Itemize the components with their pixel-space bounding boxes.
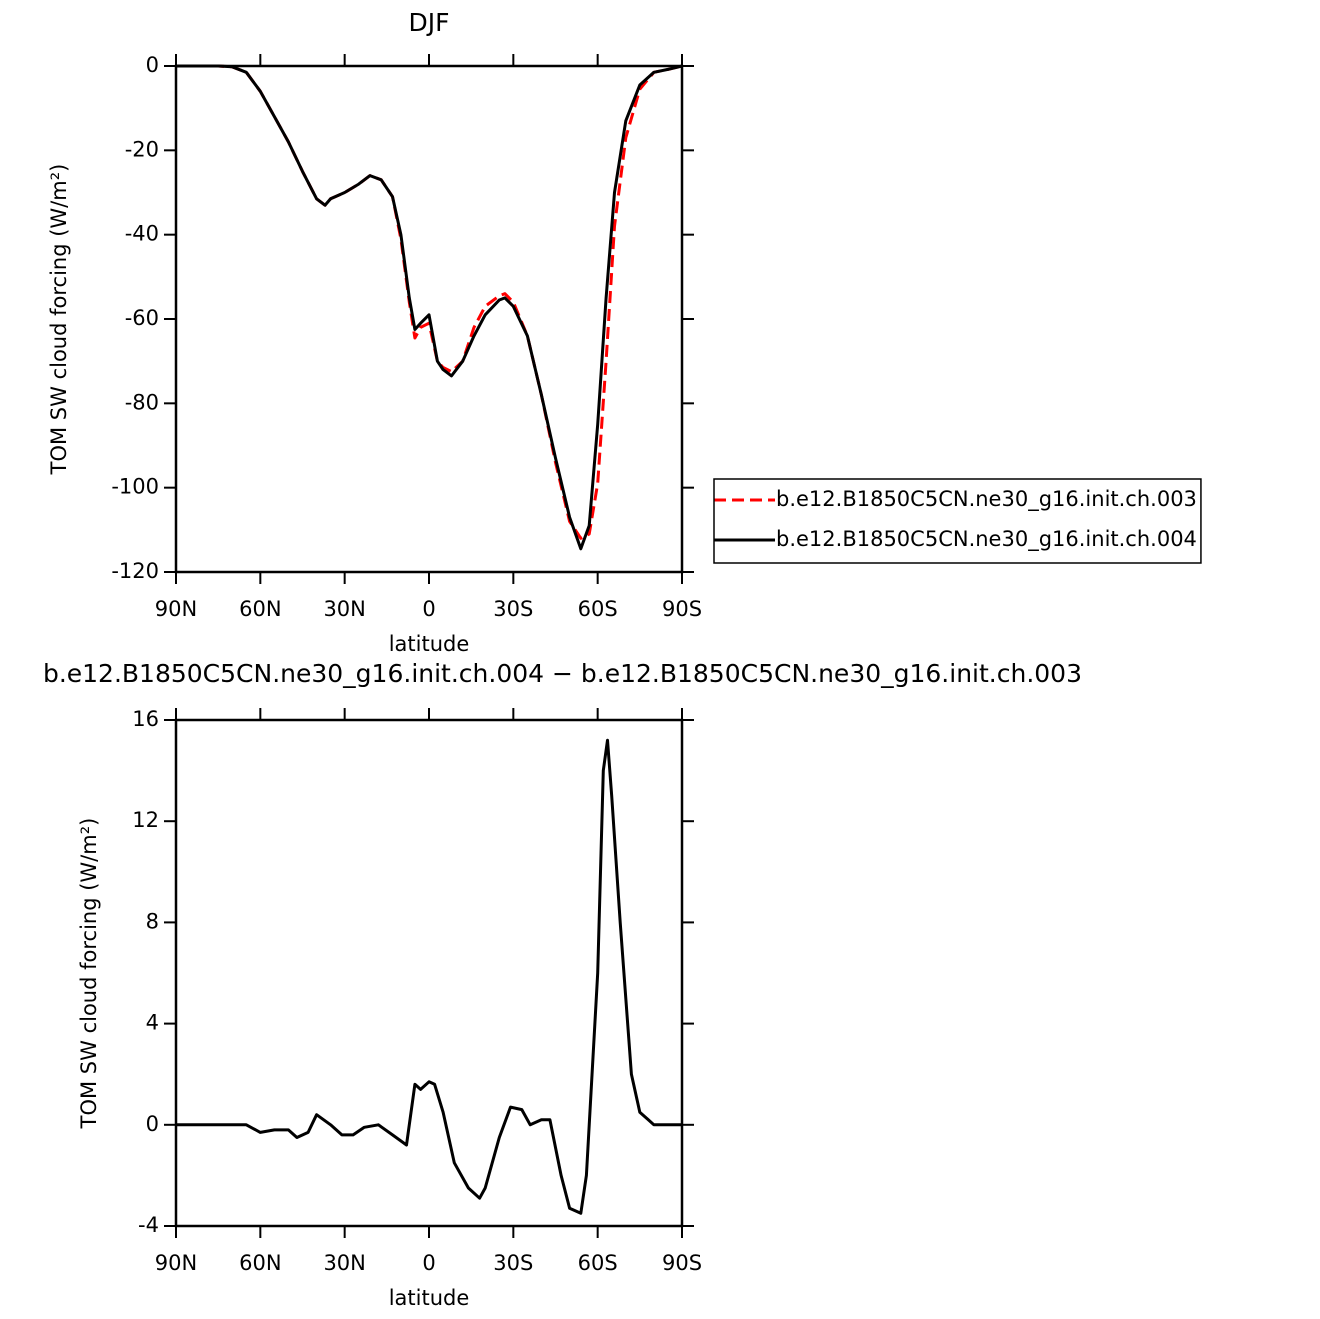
x-tick-label: 30N: [323, 1251, 365, 1275]
x-tick-label: 90S: [662, 597, 702, 621]
legend-label: b.e12.B1850C5CN.ne30_g16.init.ch.003: [776, 487, 1197, 512]
y-tick-label: 0: [146, 53, 159, 77]
legend-box: [713, 478, 1202, 564]
x-tick-label: 60N: [239, 597, 281, 621]
y-tick-label: 8: [146, 909, 159, 933]
x-tick-label: 60N: [239, 1251, 281, 1275]
x-axis-label: latitude: [389, 1286, 470, 1310]
chart-title: DJF: [408, 8, 449, 37]
x-tick-label: 0: [422, 597, 435, 621]
series-line: [176, 738, 682, 1215]
y-tick-label: -40: [125, 222, 159, 246]
x-tick-label: 90N: [155, 1251, 197, 1275]
y-axis-label: TOM SW cloud forcing (W/m²): [47, 164, 71, 476]
x-tick-label: 30N: [323, 597, 365, 621]
legend: b.e12.B1850C5CN.ne30_g16.init.ch.003 b.e1…: [713, 478, 1202, 564]
y-tick-label: 16: [132, 707, 159, 731]
y-tick-label: -120: [111, 559, 159, 583]
plot-frame: [174, 718, 684, 1228]
y-tick-label: 4: [146, 1011, 159, 1035]
x-tick-label: 0: [422, 1251, 435, 1275]
y-tick-label: -80: [125, 390, 159, 414]
x-tick-label: 60S: [578, 597, 618, 621]
x-tick-label: 30S: [493, 597, 533, 621]
chart-title: b.e12.B1850C5CN.ne30_g16.init.ch.004 − b…: [43, 659, 1082, 688]
y-tick-label: -100: [111, 475, 159, 499]
y-tick-label: 0: [146, 1112, 159, 1136]
x-tick-label: 90N: [155, 597, 197, 621]
x-tick-label: 60S: [578, 1251, 618, 1275]
y-axis-label: TOM SW cloud forcing (W/m²): [77, 818, 101, 1130]
y-tick-label: -60: [125, 306, 159, 330]
x-tick-label: 90S: [662, 1251, 702, 1275]
series-line: [176, 64, 683, 551]
plot-frame: [174, 64, 684, 574]
y-tick-label: 12: [132, 808, 159, 832]
y-tick-label: -20: [125, 137, 159, 161]
legend-label: b.e12.B1850C5CN.ne30_g16.init.ch.004: [776, 527, 1197, 552]
x-tick-label: 30S: [493, 1251, 533, 1275]
x-axis-label: latitude: [389, 632, 470, 656]
y-tick-label: -4: [138, 1213, 159, 1237]
